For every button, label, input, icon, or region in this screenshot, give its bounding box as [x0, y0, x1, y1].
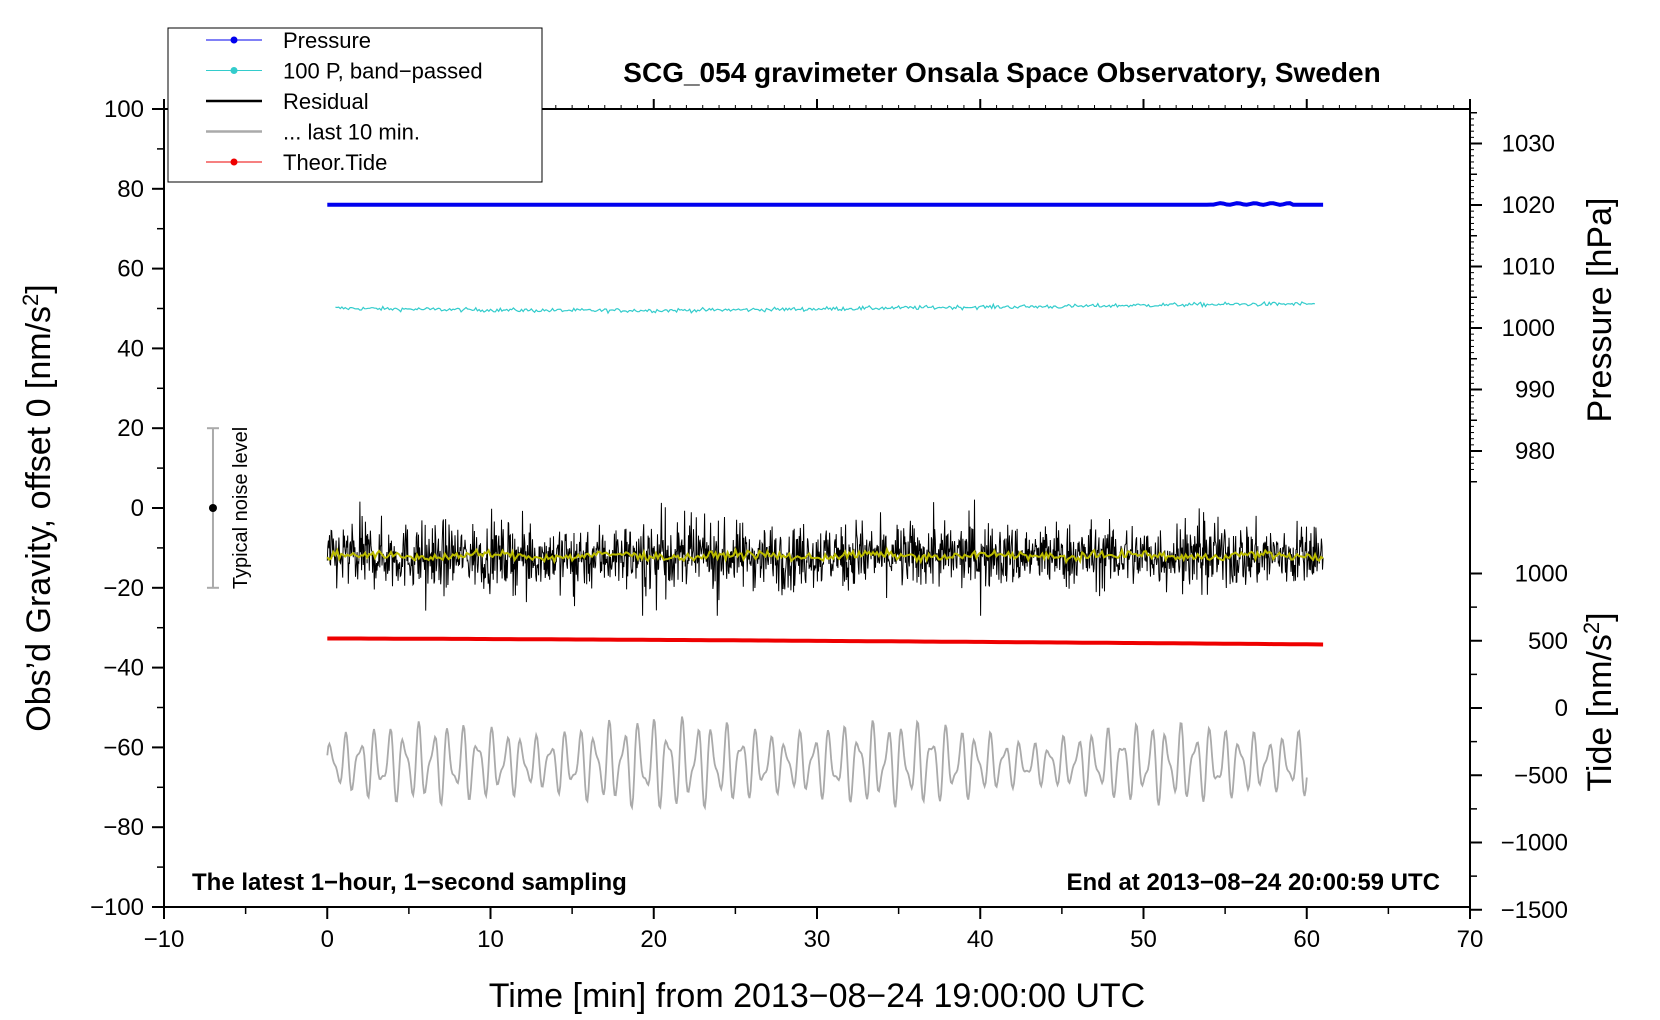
series-theoretical-tide — [327, 636, 1324, 647]
y-axis-tide-title-sup: 2 — [1579, 622, 1604, 634]
legend-label-0: Pressure — [283, 28, 371, 53]
legend-label-1: 100 P, band−passed — [283, 59, 483, 84]
tide-tick-label--1000: −1000 — [1501, 830, 1568, 857]
y-tick-label--80: −80 — [103, 814, 144, 841]
x-tick-label-20: 20 — [640, 926, 667, 953]
legend-label-4: Theor.Tide — [283, 150, 387, 175]
x-axis-title: Time [min] from 2013−08−24 19:00:00 UTC — [489, 977, 1145, 1015]
y-axis-left-title-main: Obs’d Gravity, offset 0 [nm/s — [20, 306, 58, 732]
noise-bar: Typical noise level — [206, 427, 252, 589]
x-tick-label-50: 50 — [1130, 926, 1157, 953]
pressure-tick-label-1000: 1000 — [1502, 315, 1555, 342]
tide-tick-label--1500: −1500 — [1501, 897, 1568, 924]
series-residual-smoothed — [326, 546, 1324, 565]
y-tick-label--40: −40 — [103, 655, 144, 682]
y-axis-left-title: Obs’d Gravity, offset 0 [nm/s2] — [18, 284, 58, 731]
y-tick-label--100: −100 — [90, 894, 144, 921]
legend-box — [167, 27, 543, 183]
legend-marker-4 — [230, 158, 238, 166]
y-tick-label-80: 80 — [117, 176, 144, 203]
y-tick-label-0: 0 — [131, 495, 144, 522]
pressure-tick-label-1020: 1020 — [1502, 192, 1555, 219]
x-tick-label-70: 70 — [1457, 926, 1484, 953]
y-axis-pressure-title: Pressure [hPa] — [1581, 198, 1619, 423]
x-tick-label-30: 30 — [804, 926, 831, 953]
x-tick-label-0: 0 — [321, 926, 334, 953]
x-tick-label--10: −10 — [144, 926, 185, 953]
tide-tick-label-500: 500 — [1528, 628, 1568, 655]
x-tick-label-60: 60 — [1293, 926, 1320, 953]
pressure-tick-label-1010: 1010 — [1502, 254, 1555, 281]
y-tick-label-100: 100 — [104, 96, 144, 123]
pressure-tick-label-1030: 1030 — [1502, 131, 1555, 158]
series-last-10-min — [326, 716, 1308, 811]
y-axis-pressure: 1030 1020 1010 1000 990 980 — [1470, 112, 1555, 483]
y-tick-label-60: 60 — [117, 256, 144, 283]
y-tick-label--20: −20 — [103, 575, 144, 602]
annotation-bottom-right: End at 2013−08−24 20:00:59 UTC — [1066, 869, 1440, 896]
y-axis-tide: 1000 500 0 −500 −1000 −1500 — [1470, 561, 1568, 924]
x-tick-label-10: 10 — [477, 926, 504, 953]
y-axis-left-title-end: ] — [20, 284, 58, 293]
tide-tick-label--500: −500 — [1514, 762, 1568, 789]
legend: Pressure 100 P, band−passed Residual ... la… — [167, 27, 543, 183]
x-axis: −10 0 10 20 30 40 50 60 70 — [144, 99, 1484, 953]
legend-label-2: Residual — [283, 89, 369, 114]
legend-marker-0 — [230, 36, 238, 44]
y-tick-label-20: 20 — [117, 415, 144, 442]
noise-bar-point — [208, 504, 217, 512]
annotation-bottom-left: The latest 1−hour, 1−second sampling — [192, 869, 627, 896]
series-pressure — [327, 201, 1324, 207]
series-layer — [326, 201, 1324, 811]
pressure-tick-label-990: 990 — [1515, 377, 1555, 404]
y-axis-tide-title-main: Tide [nm/s — [1581, 634, 1619, 791]
noise-bar-label: Typical noise level — [230, 427, 252, 589]
y-axis-left: 100 80 60 40 20 0 −20 −40 −60 −80 −100 — [90, 96, 164, 921]
series-band-passed-pressure — [335, 301, 1316, 315]
x-tick-label-40: 40 — [967, 926, 994, 953]
y-axis-left-title-sup: 2 — [18, 294, 43, 306]
series-residual — [326, 499, 1324, 616]
legend-marker-1 — [230, 67, 238, 74]
y-axis-tide-title-end: ] — [1581, 612, 1619, 621]
pressure-tick-label-980: 980 — [1515, 438, 1555, 465]
chart-title: SCG_054 gravimeter Onsala Space Observat… — [623, 57, 1380, 88]
tide-tick-label-1000: 1000 — [1515, 561, 1568, 588]
y-axis-tide-title: Tide [nm/s2] — [1579, 612, 1619, 791]
legend-label-3: ... last 10 min. — [283, 120, 420, 145]
tide-tick-label-0: 0 — [1555, 695, 1568, 722]
y-tick-label-40: 40 — [117, 335, 144, 362]
legend-entries: Pressure 100 P, band−passed Residual ... la… — [206, 28, 483, 175]
y-tick-label--60: −60 — [103, 734, 144, 761]
